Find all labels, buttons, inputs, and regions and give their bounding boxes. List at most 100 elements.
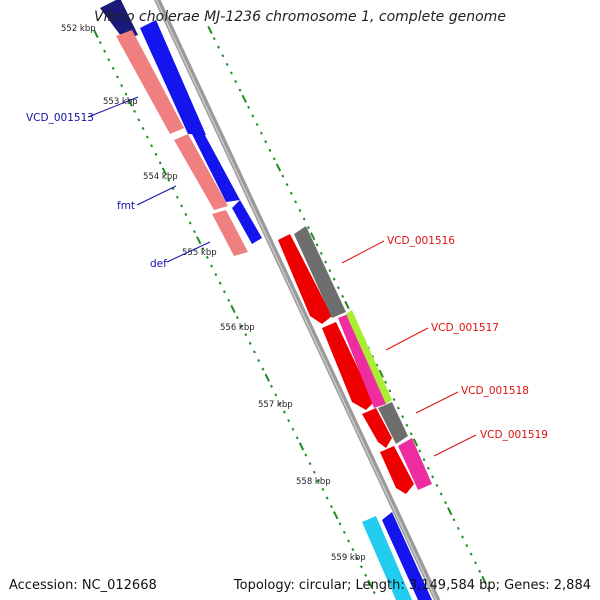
minor-tick [302, 217, 306, 221]
minor-tick [422, 458, 426, 462]
major-tick [412, 438, 419, 447]
gene-label-vcd-001516[interactable]: VCD_001516 [387, 235, 455, 247]
gene-lime-1[interactable] [346, 310, 392, 404]
minor-tick [473, 561, 477, 565]
minor-tick [261, 367, 265, 371]
gene-salmon-3[interactable] [212, 210, 248, 256]
minor-tick [332, 277, 336, 281]
minor-tick [289, 191, 293, 195]
minor-tick [248, 341, 252, 345]
major-tick [378, 369, 384, 378]
gene-blue-1[interactable] [100, 0, 138, 40]
minor-tick [409, 432, 413, 436]
minor-tick [444, 501, 447, 505]
minor-tick [252, 350, 256, 354]
minor-tick [98, 41, 102, 45]
gene-blue-2[interactable] [140, 20, 206, 135]
leader-line [87, 96, 139, 118]
major-tick [230, 304, 236, 313]
minor-tick [111, 66, 115, 70]
minor-tick [201, 247, 205, 251]
minor-tick [205, 255, 209, 259]
gene-labels: VCD_001513 fmt def VCD_001516 VCD_001517… [26, 112, 548, 441]
gene-blue-3[interactable] [192, 126, 240, 202]
major-tick [161, 167, 168, 176]
minor-tick [150, 144, 154, 148]
gene-blue-4[interactable] [382, 512, 432, 600]
minor-tick [218, 281, 222, 285]
minor-tick [388, 389, 392, 393]
scale-label: 552 kbp [61, 24, 96, 34]
gene-salmon-2[interactable] [174, 134, 228, 210]
minor-tick [247, 105, 250, 109]
minor-tick [272, 157, 276, 161]
minor-tick [120, 84, 124, 88]
gene-gray-2[interactable] [378, 402, 408, 444]
gene-blue-3b[interactable] [232, 200, 262, 244]
minor-tick [229, 71, 233, 75]
gene-label-fmt[interactable]: fmt [117, 200, 135, 212]
minor-tick [210, 264, 214, 268]
minor-tick [324, 260, 328, 264]
gene-magenta-2[interactable] [398, 438, 432, 490]
gene-cyan-1[interactable] [362, 516, 412, 600]
minor-tick [337, 286, 340, 290]
minor-tick [234, 80, 238, 84]
scale-label: 554 kbp [143, 172, 178, 182]
minor-tick [452, 518, 456, 522]
major-tick [196, 236, 202, 245]
minor-tick [456, 526, 460, 530]
gene-label-def[interactable]: def [150, 258, 167, 270]
gene-red-1[interactable] [278, 234, 332, 324]
genome-backbone [154, 0, 441, 600]
tick-track-outer [207, 25, 490, 591]
minor-tick [431, 475, 435, 479]
minor-tick [212, 37, 216, 41]
scale-label: 555 kbp [182, 248, 217, 258]
minor-tick [184, 212, 188, 216]
minor-tick [469, 552, 473, 556]
gene-label-vcd-001518[interactable]: VCD_001518 [461, 385, 529, 397]
minor-tick [217, 45, 220, 49]
minor-tick [270, 384, 273, 388]
leader-line [385, 327, 429, 351]
minor-tick [281, 174, 285, 178]
minor-tick [426, 466, 430, 470]
gene-label-vcd-001519[interactable]: VCD_001519 [480, 429, 548, 441]
gene-gray-1[interactable] [294, 226, 346, 318]
major-tick [298, 442, 305, 451]
accession-text: Accession: NC_012668 [9, 578, 157, 593]
minor-tick [175, 195, 179, 199]
leader-line [136, 185, 177, 206]
major-tick [447, 507, 453, 516]
minor-tick [291, 427, 295, 431]
minor-tick [486, 586, 490, 591]
gene-magenta-1[interactable] [338, 314, 386, 408]
minor-tick [372, 590, 376, 595]
gene-red-3[interactable] [362, 408, 392, 448]
gene-label-vcd-001517[interactable]: VCD_001517 [431, 322, 499, 334]
minor-tick [238, 88, 242, 92]
leader-line [415, 391, 459, 414]
minor-tick [328, 269, 332, 273]
scale-label: 557 kbp [258, 400, 293, 410]
scale-label: 558 kbp [296, 477, 331, 487]
minor-tick [180, 204, 184, 208]
minor-tick [317, 479, 321, 483]
minor-tick [375, 363, 379, 367]
minor-tick [221, 54, 225, 58]
major-tick [93, 29, 99, 39]
gene-salmon-1[interactable] [116, 30, 184, 134]
minor-tick [304, 453, 308, 457]
minor-tick [465, 544, 469, 548]
genome-title: Vibrio cholerae MJ-1236 chromosome 1, co… [94, 9, 506, 25]
gene-red-4[interactable] [380, 446, 414, 494]
minor-tick [141, 126, 145, 131]
minor-tick [255, 122, 259, 127]
minor-tick [325, 496, 329, 500]
gene-label-vcd-001513[interactable]: VCD_001513 [26, 112, 94, 124]
gene-red-2[interactable] [322, 322, 374, 410]
minor-tick [359, 565, 363, 569]
minor-tick [103, 49, 106, 53]
